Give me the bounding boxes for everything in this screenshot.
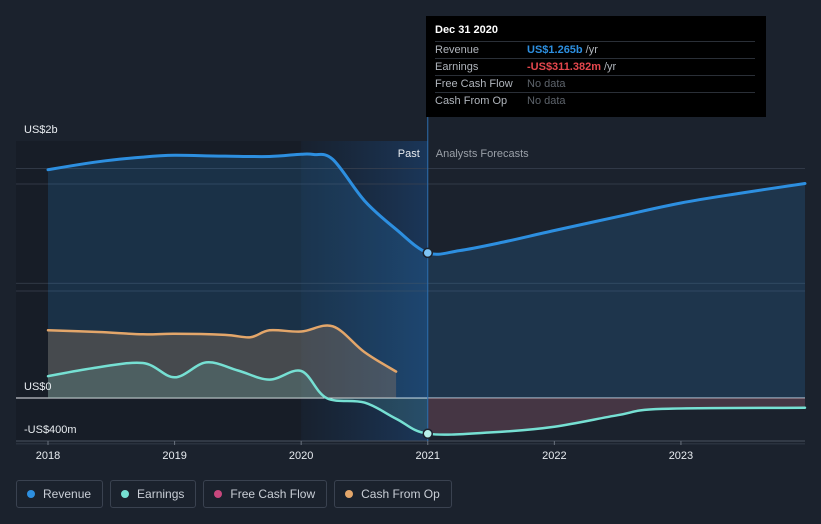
legend-item-earnings[interactable]: Earnings — [110, 480, 197, 508]
chart-canvas: US$2b US$0 -US$400m Past Analysts Forecasts 2… — [16, 117, 807, 462]
tooltip-value: No data — [527, 78, 566, 90]
earnings-line — [46, 361, 807, 436]
tooltip-label: Earnings — [435, 61, 479, 73]
y-axis-label-zero: US$0 — [24, 381, 52, 393]
legend: Revenue Earnings Free Cash Flow Cash Fro… — [16, 480, 452, 508]
tooltip-label: Free Cash Flow — [435, 78, 513, 90]
legend-item-free-cash-flow[interactable]: Free Cash Flow — [203, 480, 328, 508]
y-axis-label-bottom: -US$400m — [24, 424, 77, 436]
tooltip-unit: /yr — [585, 44, 598, 56]
x-tick-label: 2020 — [289, 450, 313, 462]
revenue-dot-icon — [27, 490, 35, 498]
tooltip-row-revenue: Revenue US$1.265b /yr — [435, 41, 755, 58]
revenue-highlight-point — [422, 247, 434, 259]
free-cash-flow-dot-icon — [214, 490, 223, 498]
cash-from-op-dot-icon — [345, 490, 354, 498]
tooltip-unit: /yr — [604, 61, 617, 73]
x-tick-label: 2019 — [162, 450, 186, 462]
legend-item-revenue[interactable]: Revenue — [16, 480, 104, 508]
legend-label: Revenue — [43, 487, 92, 501]
past-label: Past — [398, 148, 420, 160]
tooltip-value: -US$311.382m — [527, 61, 601, 73]
x-tick-label: 2021 — [416, 450, 440, 462]
tooltip-label: Revenue — [435, 44, 480, 56]
tooltip: Dec 31 2020 Revenue US$1.265b /yr Earnin… — [426, 16, 766, 117]
x-tick-label: 2023 — [669, 450, 693, 462]
tooltip-label: Cash From Op — [435, 95, 508, 107]
earnings-dot-icon — [121, 490, 130, 498]
legend-label: Earnings — [137, 487, 185, 501]
tooltip-row-free-cash-flow: Free Cash Flow No data — [435, 75, 755, 92]
earnings-area — [48, 362, 805, 435]
tooltip-row-cash-from-op: Cash From Op No data — [435, 92, 755, 109]
tooltip-row-earnings: Earnings -US$311.382m /yr — [435, 58, 755, 75]
x-tick-label: 2018 — [36, 450, 60, 462]
y-axis-label-top: US$2b — [24, 124, 58, 136]
legend-label: Free Cash Flow — [230, 487, 316, 501]
cash-from-op-line — [46, 324, 398, 373]
tooltip-value: US$1.265b — [527, 44, 583, 56]
forecast-label: Analysts Forecasts — [436, 148, 529, 160]
tooltip-value: No data — [527, 95, 566, 107]
legend-item-cash-from-op[interactable]: Cash From Op — [334, 480, 452, 508]
revenue-line — [46, 152, 807, 256]
x-tick-label: 2022 — [542, 450, 566, 462]
legend-label: Cash From Op — [361, 487, 440, 501]
cash-from-op-area — [48, 325, 397, 398]
tooltip-date: Dec 31 2020 — [435, 24, 498, 36]
earnings-highlight-point — [422, 428, 434, 439]
